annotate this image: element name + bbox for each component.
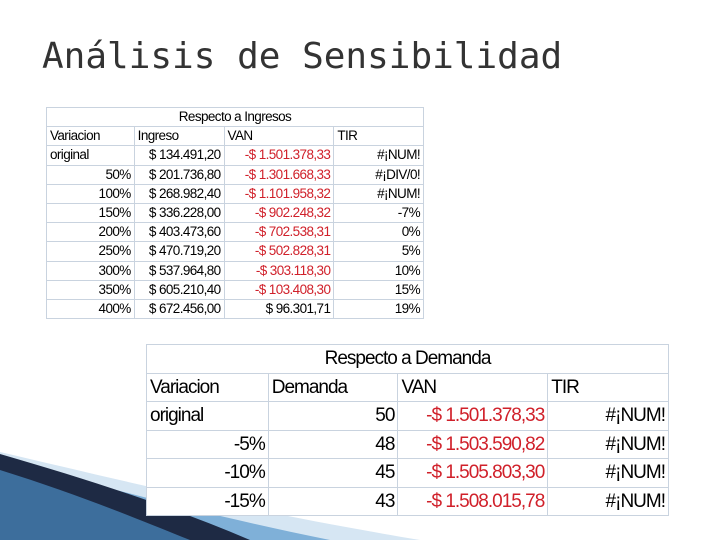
ingresos-cell-van: -$ 1.101.958,32	[223, 183, 335, 204]
ingresos-cell-van: $ 96.301,71	[223, 298, 335, 320]
ingresos-cell-ingreso: $ 605.210,40	[133, 279, 225, 300]
ingresos-column-header: VAN	[223, 126, 335, 147]
ingresos-cell-van: -$ 303.118,30	[223, 260, 335, 281]
ingresos-cell-variacion: 250%	[46, 241, 135, 262]
ingresos-cell-variacion: original	[46, 145, 135, 166]
demanda-table: Respecto a Demanda Variacion Demanda VAN TI…	[146, 344, 669, 516]
ingresos-cell-tir: #¡NUM!	[333, 145, 424, 166]
demanda-cell-van: -$ 1.508.015,78	[397, 486, 549, 516]
ingresos-cell-ingreso: $ 201.736,80	[133, 164, 225, 185]
ingresos-column-header: Ingreso	[133, 126, 225, 147]
demanda-header-row: Variacion Demanda VAN TIR	[146, 372, 669, 402]
ingresos-cell-van: -$ 702.538,31	[223, 222, 335, 243]
ingresos-cell-van: -$ 103.408,30	[223, 279, 335, 300]
table-row: 100% $ 268.982,40 -$ 1.101.958,32 #¡NUM!	[46, 183, 424, 204]
demanda-cell-demanda: 43	[267, 486, 399, 516]
ingresos-column-header: Variacion	[46, 126, 135, 147]
demanda-cell-variacion: -10%	[146, 458, 269, 488]
slide-title: Análisis de Sensibilidad	[42, 36, 563, 77]
table-row: 250% $ 470.719,20 -$ 502.828,31 5%	[46, 241, 424, 262]
table-row: 50% $ 201.736,80 -$ 1.301.668,33 #¡DIV/0!	[46, 164, 424, 185]
table-row: 300% $ 537.964,80 -$ 303.118,30 10%	[46, 260, 424, 281]
demanda-cell-tir: #¡NUM!	[547, 429, 669, 459]
ingresos-cell-tir: #¡NUM!	[333, 183, 424, 204]
ingresos-cell-ingreso: $ 537.964,80	[133, 260, 225, 281]
demanda-column-header: Demanda	[267, 372, 399, 402]
table-row: -10% 45 -$ 1.505.803,30 #¡NUM!	[146, 458, 669, 488]
ingresos-cell-van: -$ 1.301.668,33	[223, 164, 335, 185]
table-row: original $ 134.491,20 -$ 1.501.378,33 #¡NUM…	[46, 145, 424, 166]
ingresos-cell-variacion: 200%	[46, 222, 135, 243]
ingresos-cell-ingreso: $ 672.456,00	[133, 298, 225, 320]
decorative-swoosh	[0, 452, 420, 540]
table-row: original 50 -$ 1.501.378,33 #¡NUM!	[146, 401, 669, 431]
table-row: 150% $ 336.228,00 -$ 902.248,32 -7%	[46, 202, 424, 224]
demanda-cell-van: -$ 1.503.590,82	[397, 429, 549, 459]
demanda-cell-demanda: 48	[267, 429, 399, 459]
demanda-cell-variacion: -15%	[146, 486, 269, 516]
ingresos-cell-variacion: 50%	[46, 164, 135, 185]
table-row: -15% 43 -$ 1.508.015,78 #¡NUM!	[146, 486, 669, 516]
demanda-cell-tir: #¡NUM!	[547, 401, 669, 431]
table-row: 350% $ 605.210,40 -$ 103.408,30 15%	[46, 279, 424, 300]
demanda-cell-van: -$ 1.505.803,30	[397, 458, 549, 488]
ingresos-cell-tir: 19%	[333, 298, 424, 320]
ingresos-column-header: TIR	[333, 126, 424, 147]
ingresos-cell-van: -$ 502.828,31	[223, 241, 335, 262]
demanda-cell-demanda: 45	[267, 458, 399, 488]
ingresos-cell-van: -$ 902.248,32	[223, 202, 335, 224]
ingresos-cell-variacion: 150%	[46, 202, 135, 224]
ingresos-cell-tir: 0%	[333, 222, 424, 243]
ingresos-cell-variacion: 300%	[46, 260, 135, 281]
demanda-cell-variacion: -5%	[146, 429, 269, 459]
table-row: -5% 48 -$ 1.503.590,82 #¡NUM!	[146, 429, 669, 459]
ingresos-table: Respecto a Ingresos Variacion Ingreso VAN T…	[46, 106, 424, 320]
ingresos-cell-variacion: 350%	[46, 279, 135, 300]
ingresos-cell-ingreso: $ 336.228,00	[133, 202, 225, 224]
ingresos-cell-tir: 15%	[333, 279, 424, 300]
ingresos-cell-ingreso: $ 134.491,20	[133, 145, 225, 166]
ingresos-cell-tir: -7%	[333, 202, 424, 224]
ingresos-caption: Respecto a Ingresos	[46, 106, 424, 128]
table-row: 400% $ 672.456,00 $ 96.301,71 19%	[46, 298, 424, 320]
ingresos-cell-ingreso: $ 268.982,40	[133, 183, 225, 204]
table-row: 200% $ 403.473,60 -$ 702.538,31 0%	[46, 222, 424, 243]
ingresos-cell-variacion: 100%	[46, 183, 135, 204]
demanda-cell-tir: #¡NUM!	[547, 486, 669, 516]
demanda-cell-van: -$ 1.501.378,33	[397, 401, 549, 431]
demanda-column-header: TIR	[547, 372, 669, 402]
ingresos-cell-tir: 5%	[333, 241, 424, 262]
ingresos-cell-variacion: 400%	[46, 298, 135, 320]
demanda-cell-demanda: 50	[267, 401, 399, 431]
ingresos-header-row: Variacion Ingreso VAN TIR	[46, 126, 424, 147]
ingresos-cell-ingreso: $ 470.719,20	[133, 241, 225, 262]
demanda-cell-tir: #¡NUM!	[547, 458, 669, 488]
demanda-column-header: Variacion	[146, 372, 269, 402]
ingresos-cell-van: -$ 1.501.378,33	[223, 145, 335, 166]
ingresos-cell-tir: #¡DIV/0!	[333, 164, 424, 185]
ingresos-cell-ingreso: $ 403.473,60	[133, 222, 225, 243]
demanda-caption: Respecto a Demanda	[146, 344, 669, 374]
ingresos-cell-tir: 10%	[333, 260, 424, 281]
demanda-column-header: VAN	[397, 372, 549, 402]
demanda-cell-variacion: original	[146, 401, 269, 431]
